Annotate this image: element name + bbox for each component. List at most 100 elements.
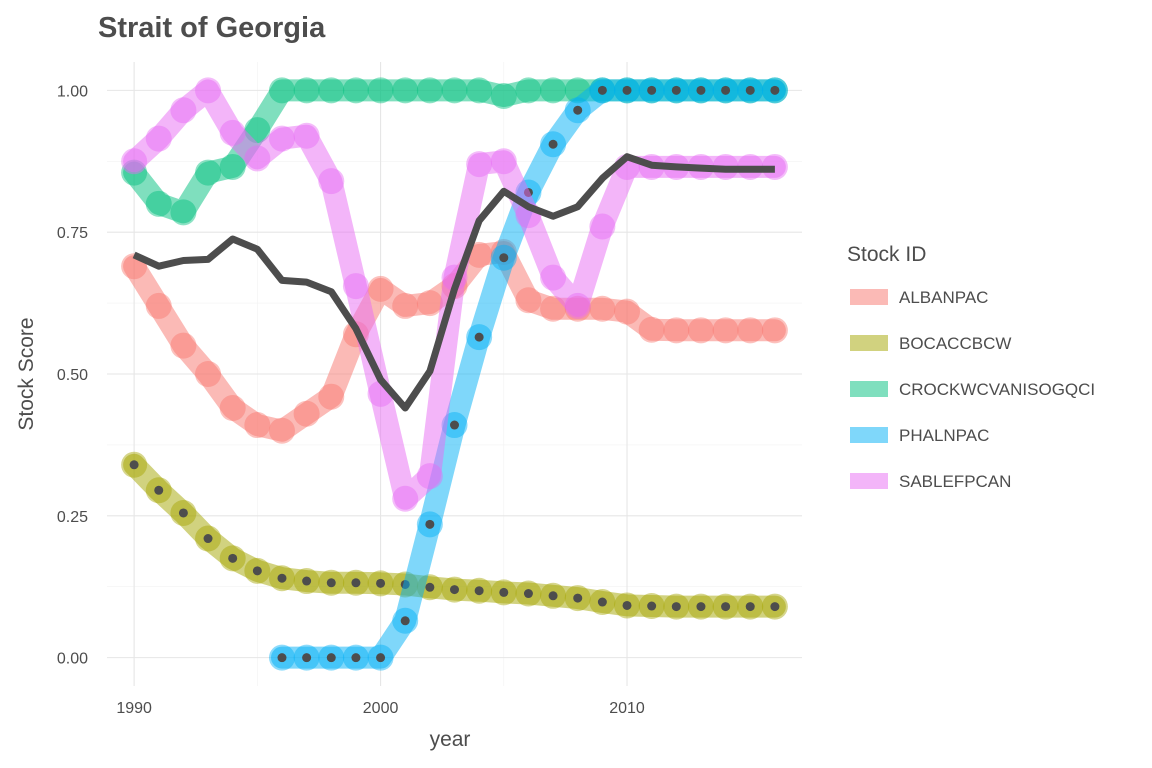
- chart-title: Strait of Georgia: [98, 12, 326, 44]
- series-bubble-sablefpcan: [268, 125, 295, 152]
- series-bubble-crockwcvanisogqci: [466, 77, 493, 104]
- series-bubble-crockwcvanisogqci: [490, 83, 517, 110]
- series-point-phalnpac: [499, 253, 509, 263]
- series-point-phalnpac: [326, 653, 336, 663]
- series-point-phalnpac: [351, 653, 361, 663]
- series-bubble-sablefpcan: [219, 119, 246, 146]
- y-tick-label: 0.00: [57, 651, 88, 668]
- series-point-bocaccbcw: [277, 573, 287, 583]
- y-axis-ticks: 0.00 0.25 0.50 0.75 1.00: [57, 83, 88, 667]
- x-tick-label: 1990: [116, 700, 152, 717]
- y-tick-label: 0.75: [57, 225, 88, 242]
- series-point-bocaccbcw: [721, 602, 731, 612]
- series-bubble-crockwcvanisogqci: [515, 77, 542, 104]
- series-point-bocaccbcw: [745, 602, 755, 612]
- series-point-phalnpac: [474, 332, 484, 342]
- series-point-bocaccbcw: [252, 566, 262, 576]
- series-bubble-albanpac: [614, 298, 641, 325]
- mean-layer: [132, 153, 775, 412]
- series-point-phalnpac: [721, 85, 731, 95]
- series-bubble-crockwcvanisogqci: [318, 77, 345, 104]
- series-bubble-sablefpcan: [293, 122, 320, 149]
- series-point-phalnpac: [696, 85, 706, 95]
- y-tick-label: 1.00: [57, 83, 88, 100]
- series-point-bocaccbcw: [425, 582, 435, 592]
- x-tick-label: 2010: [609, 700, 645, 717]
- legend-title: Stock ID: [847, 243, 926, 266]
- series-bubble-albanpac: [268, 417, 295, 444]
- series-point-bocaccbcw: [696, 602, 706, 612]
- series-point-bocaccbcw: [154, 485, 164, 495]
- series-point-bocaccbcw: [523, 589, 533, 599]
- series-point-phalnpac: [400, 616, 410, 626]
- series-bubble-sablefpcan: [564, 292, 591, 319]
- series-bubble-sablefpcan: [589, 213, 616, 240]
- series-bubble-albanpac: [145, 292, 172, 319]
- series-bubble-crockwcvanisogqci: [540, 77, 567, 104]
- series-bocaccbcw: [121, 451, 788, 620]
- series-bubble-sablefpcan: [490, 148, 517, 175]
- series-point-bocaccbcw: [671, 602, 681, 612]
- series-bubble-crockwcvanisogqci: [195, 159, 222, 186]
- series-bubble-sablefpcan: [244, 145, 271, 172]
- series-point-bocaccbcw: [326, 578, 336, 588]
- legend-label-albanpac: ALBANPAC: [899, 288, 988, 307]
- series-point-phalnpac: [277, 653, 287, 663]
- legend-key-albanpac: [850, 289, 888, 305]
- series-bubble-albanpac: [367, 275, 394, 302]
- series-point-bocaccbcw: [178, 508, 188, 518]
- series-point-phalnpac: [573, 105, 583, 115]
- series-point-phalnpac: [425, 519, 435, 529]
- series-bubble-albanpac: [392, 292, 419, 319]
- series-bubble-albanpac: [416, 290, 443, 317]
- legend-key-phalnpac: [850, 427, 888, 443]
- series-point-bocaccbcw: [647, 601, 657, 611]
- series-point-bocaccbcw: [573, 593, 583, 603]
- series-point-bocaccbcw: [622, 600, 632, 610]
- legend-key-bocaccbcw: [850, 335, 888, 351]
- legend-label-crockwcvanisogqci: CROCKWCVANISOGQCI: [899, 380, 1095, 399]
- series-point-bocaccbcw: [597, 597, 607, 607]
- legend-label-phalnpac: PHALNPAC: [899, 426, 989, 445]
- series-bubble-sablefpcan: [121, 148, 148, 175]
- series-bubble-albanpac: [761, 317, 788, 344]
- series-bubble-sablefpcan: [416, 463, 443, 490]
- series-point-phalnpac: [647, 85, 657, 95]
- series-bubble-sablefpcan: [318, 168, 345, 195]
- series-point-phalnpac: [671, 85, 681, 95]
- legend-key-crockwcvanisogqci: [850, 381, 888, 397]
- series-layer: [121, 77, 788, 671]
- series-bubble-albanpac: [219, 395, 246, 422]
- series-bubble-albanpac: [293, 400, 320, 427]
- series-bubble-crockwcvanisogqci: [219, 153, 246, 180]
- series-point-phalnpac: [597, 85, 607, 95]
- series-bubble-crockwcvanisogqci: [268, 77, 295, 104]
- series-bubble-sablefpcan: [145, 125, 172, 152]
- series-point-phalnpac: [302, 653, 312, 663]
- series-bubble-crockwcvanisogqci: [342, 77, 369, 104]
- series-bubble-albanpac: [195, 361, 222, 387]
- series-point-bocaccbcw: [376, 578, 386, 588]
- series-point-bocaccbcw: [548, 591, 558, 601]
- legend-label-bocaccbcw: BOCACCBCW: [899, 334, 1011, 353]
- series-bubble-sablefpcan: [195, 77, 222, 104]
- series-point-phalnpac: [745, 85, 755, 95]
- x-axis-title: year: [430, 728, 471, 751]
- x-axis-ticks: 1990 2000 2010: [116, 700, 645, 717]
- series-point-bocaccbcw: [474, 586, 484, 596]
- series-bubble-crockwcvanisogqci: [145, 190, 172, 217]
- series-bubble-albanpac: [244, 412, 271, 439]
- series-bubble-sablefpcan: [342, 273, 369, 300]
- y-tick-label: 0.25: [57, 509, 88, 526]
- series-point-bocaccbcw: [228, 553, 238, 563]
- series-bubble-crockwcvanisogqci: [392, 77, 419, 104]
- series-point-phalnpac: [450, 420, 459, 430]
- series-bubble-albanpac: [687, 317, 714, 344]
- series-bubble-albanpac: [712, 317, 739, 344]
- legend-label-sablefpcan: SABLEFPCAN: [899, 472, 1011, 491]
- series-bubble-sablefpcan: [170, 97, 197, 124]
- series-bubble-crockwcvanisogqci: [416, 77, 443, 104]
- series-point-bocaccbcw: [351, 578, 361, 588]
- x-tick-label: 2000: [363, 700, 399, 717]
